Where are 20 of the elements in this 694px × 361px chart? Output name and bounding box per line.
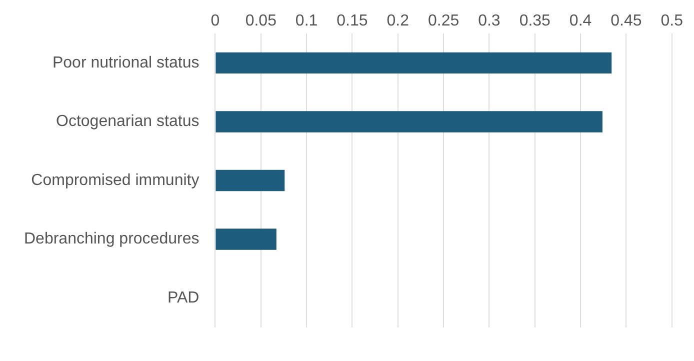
x-tick-label: 0.45 xyxy=(610,12,642,30)
bar xyxy=(216,111,602,132)
bar xyxy=(216,228,276,250)
x-tick-label: 0.35 xyxy=(519,12,551,30)
x-tick-label: 0.3 xyxy=(478,12,500,30)
y-tick-label: Debranching procedures xyxy=(24,230,200,248)
x-tick-label: 0.4 xyxy=(569,12,592,30)
bar xyxy=(216,52,612,74)
x-tick-label: 0 xyxy=(210,12,220,30)
y-tick-label: Poor nutrional status xyxy=(52,54,200,72)
x-tick-label: 0.15 xyxy=(336,12,368,30)
x-tick-label: 0.25 xyxy=(428,12,460,30)
bar xyxy=(216,170,285,192)
x-tick-label: 0.5 xyxy=(660,12,684,30)
y-tick-label: PAD xyxy=(168,289,200,306)
y-tick-label: Octogenarian status xyxy=(56,113,200,130)
x-tick-label: 0.2 xyxy=(386,12,410,30)
x-tick-label: 0.05 xyxy=(245,12,277,30)
x-tick-label: 0.1 xyxy=(295,12,318,30)
y-tick-label: Compromised immunity xyxy=(31,172,200,189)
